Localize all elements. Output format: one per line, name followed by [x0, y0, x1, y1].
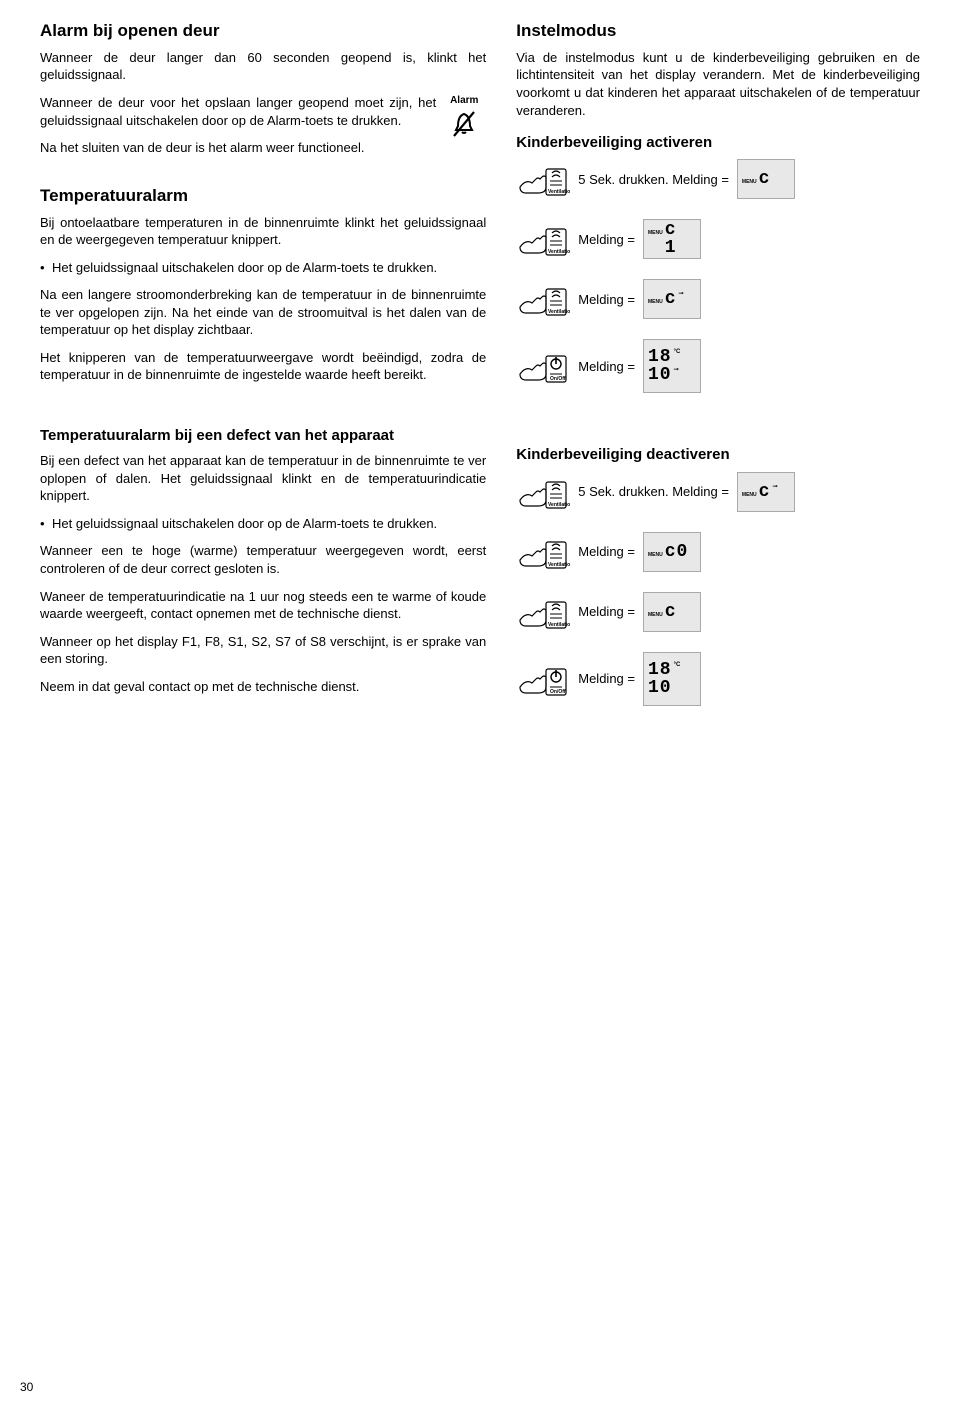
step-text: 5 Sek. drukken. Melding = [578, 171, 729, 189]
hand-ventilation-icon: Ventilation [516, 532, 570, 572]
svg-text:Ventilation: Ventilation [548, 249, 570, 255]
para-defect-4: Wanneer op het display F1, F8, S1, S2, S… [40, 633, 486, 668]
step-text: 5 Sek. drukken. Melding = [578, 483, 729, 501]
display-box: 18°C 10 [643, 652, 701, 706]
svg-text:Ventilation: Ventilation [548, 502, 570, 508]
para-instel: Via de instelmodus kunt u de kinderbevei… [516, 49, 920, 119]
para-alarm-open-3: Na het sluiten van de deur is het alarm … [40, 139, 486, 157]
li-temp-1: Het geluidssignaal uitschakelen door op … [40, 259, 486, 277]
step-deactivate-3: Ventilation Melding = MENUc [516, 592, 920, 632]
svg-text:Ventilation: Ventilation [548, 562, 570, 568]
display-box: 18°C 10⊸ [643, 339, 701, 393]
para-temp-2: Na een langere stroomonderbreking kan de… [40, 286, 486, 339]
hand-ventilation-icon: Ventilation [516, 279, 570, 319]
heading-activate: Kinderbeveiliging activeren [516, 133, 920, 153]
svg-text:Ventilation: Ventilation [548, 622, 570, 628]
para-temp-3: Het knipperen van de temperatuurweergave… [40, 349, 486, 384]
step-deactivate-1: Ventilation 5 Sek. drukken. Melding = ME… [516, 472, 920, 512]
step-text: Melding = [578, 670, 635, 688]
alarm-icon: Alarm [442, 94, 486, 138]
hand-onoff-icon: On/Off [516, 346, 570, 386]
alarm-block: Wanneer de deur voor het opslaan langer … [40, 94, 486, 129]
heading-deactivate: Kinderbeveiliging deactiveren [516, 445, 920, 465]
display-box: MENUc 1 [643, 219, 701, 259]
bell-slash-icon [450, 110, 478, 138]
left-column: Alarm bij openen deur Wanneer de deur la… [40, 20, 486, 726]
display-box: MENUc⊸ [643, 279, 701, 319]
hand-ventilation-icon: Ventilation [516, 592, 570, 632]
display-box: MENUc0 [643, 532, 701, 572]
svg-text:On/Off: On/Off [550, 689, 566, 695]
svg-text:Ventilation: Ventilation [548, 189, 570, 195]
para-temp-1: Bij ontoelaatbare temperaturen in de bin… [40, 214, 486, 249]
step-activate-1: Ventilation 5 Sek. drukken. Melding = ME… [516, 159, 920, 199]
step-activate-3: Ventilation Melding = MENUc⊸ [516, 279, 920, 319]
para-alarm-open-2: Wanneer de deur voor het opslaan langer … [40, 94, 486, 129]
step-activate-4: On/Off Melding = 18°C 10⊸ [516, 339, 920, 393]
step-activate-2: Ventilation Melding = MENUc 1 [516, 219, 920, 259]
heading-alarm-open: Alarm bij openen deur [40, 20, 486, 43]
step-text: Melding = [578, 358, 635, 376]
para-defect-3: Waneer de temperatuurindicatie na 1 uur … [40, 588, 486, 623]
hand-onoff-icon: On/Off [516, 659, 570, 699]
svg-text:Ventilation: Ventilation [548, 309, 570, 315]
hand-ventilation-icon: Ventilation [516, 159, 570, 199]
step-deactivate-4: On/Off Melding = 18°C 10 [516, 652, 920, 706]
step-text: Melding = [578, 291, 635, 309]
display-box: MENUc [737, 159, 795, 199]
heading-temp-alarm: Temperatuuralarm [40, 185, 486, 208]
li-defect-1: Het geluidssignaal uitschakelen door op … [40, 515, 486, 533]
hand-ventilation-icon: Ventilation [516, 219, 570, 259]
para-defect-5: Neem in dat geval contact op met de tech… [40, 678, 486, 696]
right-column: Instelmodus Via de instelmodus kunt u de… [516, 20, 920, 726]
step-text: Melding = [578, 603, 635, 621]
svg-text:On/Off: On/Off [550, 376, 566, 382]
display-box: MENUc [643, 592, 701, 632]
step-deactivate-2: Ventilation Melding = MENUc0 [516, 532, 920, 572]
heading-temp-defect: Temperatuuralarm bij een defect van het … [40, 426, 486, 446]
step-text: Melding = [578, 543, 635, 561]
para-alarm-open-1: Wanneer de deur langer dan 60 seconden g… [40, 49, 486, 84]
hand-ventilation-icon: Ventilation [516, 472, 570, 512]
step-text: Melding = [578, 231, 635, 249]
para-defect-1: Bij een defect van het apparaat kan de t… [40, 452, 486, 505]
page-number: 30 [20, 1379, 33, 1395]
heading-instelmodus: Instelmodus [516, 20, 920, 43]
para-defect-2: Wanneer een te hoge (warme) temperatuur … [40, 542, 486, 577]
display-box: MENUc⊸ [737, 472, 795, 512]
